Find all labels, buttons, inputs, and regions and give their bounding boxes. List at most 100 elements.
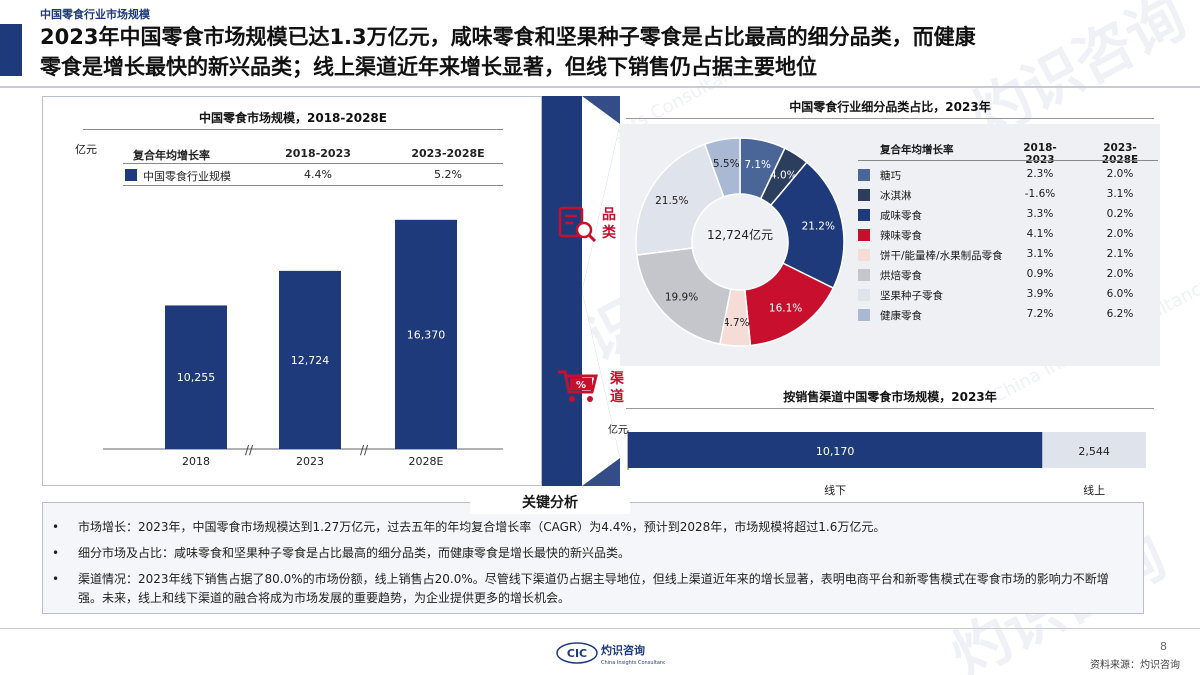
period-2-header: 2023-2028E <box>411 147 485 160</box>
footer-divider <box>0 628 1200 629</box>
bullet-dot: • <box>52 546 60 560</box>
svg-text:灼识咨询: 灼识咨询 <box>601 643 645 657</box>
category-row: 咸味零食 3.3% 0.2% <box>858 206 1158 225</box>
bullet-dot: • <box>52 520 60 534</box>
category-pie-chart: 7.1%4.0% 21.2% 16.1% 4.7% 19.9% 21.5% 5.5% <box>635 137 845 347</box>
category-cagr-1: 2.3% <box>1026 168 1054 180</box>
category-row: 糖巧 2.3% 2.0% <box>858 166 1158 185</box>
category-swatch <box>858 209 870 221</box>
online-value-label: 2,544 <box>1078 445 1110 458</box>
category-cagr-2: 6.0% <box>1106 288 1134 300</box>
bar-value-label: 10,255 <box>177 371 216 384</box>
axis-break-mark: // <box>245 443 254 457</box>
offline-value-label: 10,170 <box>816 445 855 458</box>
market-size-panel: 中国零食市场规模，2018-2028E 亿元 复合年均增长率 2018-2023… <box>42 96 542 486</box>
category-cagr-2: 2.1% <box>1106 248 1134 260</box>
title-underline <box>626 408 1154 409</box>
axis-break-mark: // <box>360 443 369 457</box>
bar-value-label: 16,370 <box>407 328 446 341</box>
category-cagr-2: 2.0% <box>1106 228 1134 240</box>
category-swatch <box>858 189 870 201</box>
category-table-header: 复合年均增长率 2018-2023 2023-2028E <box>858 140 1158 166</box>
headline-line-1: 2023年中国零食市场规模已达1.3万亿元，咸味零食和坚果种子零食是占比最高的细… <box>40 25 976 49</box>
cagr-value-2: 5.2% <box>434 168 462 181</box>
pie-chart-title: 中国零食行业细分品类占比，2023年 <box>789 100 991 114</box>
pie-slice-label: 4.7% <box>723 317 750 329</box>
bullet-text: 细分市场及占比：咸味零食和坚果种子零食是占比最高的细分品类，而健康零食是增长最快… <box>78 546 631 560</box>
page-title: 2023年中国零食市场规模已达1.3万亿元，咸味零食和坚果种子零食是占比最高的细… <box>40 22 1180 82</box>
divider <box>0 86 1200 88</box>
pie-slice-label: 5.5% <box>713 158 740 170</box>
pie-slice <box>635 143 725 256</box>
pie-slice-label: 4.0% <box>770 170 797 182</box>
category-cagr-2: 0.2% <box>1106 208 1134 220</box>
category-row: 辣味零食 4.1% 2.0% <box>858 226 1158 245</box>
category-name: 糖巧 <box>880 170 901 182</box>
category-row: 烘焙零食 0.9% 2.0% <box>858 266 1158 285</box>
category-swatch <box>858 169 870 181</box>
pie-slice-label: 21.2% <box>802 221 835 233</box>
category-name: 饼干/能量棒/水果制品零食 <box>880 250 1003 262</box>
bullet-dot: • <box>52 572 60 586</box>
category-cagr-2: 2.0% <box>1106 268 1134 280</box>
cagr-header: 复合年均增长率 <box>133 149 210 162</box>
svg-text:China Insights Consultancy: China Insights Consultancy <box>601 660 665 666</box>
table-header-cagr: 复合年均增长率 <box>880 144 954 156</box>
pie-slice <box>635 247 732 345</box>
pie-slice-label: 21.5% <box>655 195 688 207</box>
category-cagr-2: 2.0% <box>1106 168 1134 180</box>
table-header-period-2: 2023-2028E <box>1101 142 1139 166</box>
category-name: 健康零食 <box>880 310 922 322</box>
category-row: 冰淇淋 -1.6% 3.1% <box>858 186 1158 205</box>
table-header-period-1: 2018-2023 <box>1023 142 1057 166</box>
category-cagr-2: 6.2% <box>1106 308 1134 320</box>
pie-slice <box>703 137 741 198</box>
pie-slice-label: 7.1% <box>744 159 771 171</box>
source-note: 资料来源：灼识咨询 <box>1090 660 1180 671</box>
analysis-bullet: • 细分市场及占比：咸味零食和坚果种子零食是占比最高的细分品类，而健康零食是增长… <box>52 544 1132 563</box>
x-tick-label: 2023 <box>296 455 324 468</box>
category-side-label: 品类 <box>602 207 616 241</box>
category-cagr-1: -1.6% <box>1024 188 1056 200</box>
category-swatch <box>858 309 870 321</box>
category-swatch <box>858 269 870 281</box>
category-cagr-1: 3.3% <box>1026 208 1054 220</box>
category-cagr-1: 7.2% <box>1026 308 1054 320</box>
cagr-value-1: 4.4% <box>304 168 332 181</box>
category-cagr-1: 3.1% <box>1026 248 1054 260</box>
offline-category-label: 线下 <box>824 483 846 497</box>
offline-bar <box>628 432 1043 468</box>
channel-side-label: 渠道 <box>610 371 624 405</box>
table-rule <box>123 163 503 164</box>
legend-swatch <box>125 169 137 181</box>
category-cagr-1: 0.9% <box>1026 268 1054 280</box>
category-name: 辣味零食 <box>880 230 922 242</box>
svg-text:%: % <box>576 380 586 391</box>
table-rule <box>123 185 503 186</box>
market-unit-label: 亿元 <box>75 143 97 156</box>
period-1-header: 2018-2023 <box>285 147 351 160</box>
market-bar-chart: // // 10,255 2018 12,724 2023 16,370 2028E <box>103 219 503 468</box>
category-name: 冰淇淋 <box>880 190 912 202</box>
market-chart-title: 中国零食市场规模，2018-2028E <box>199 111 387 125</box>
cic-logo: CIC 灼识咨询 China Insights Consultancy <box>556 642 665 666</box>
channel-bar-chart: 10,170 2,544 线下 线上 <box>627 430 1146 497</box>
pie-slice-label: 16.1% <box>769 303 802 315</box>
category-cagr-1: 3.9% <box>1026 288 1054 300</box>
key-analysis-title: 关键分析 <box>470 492 630 514</box>
channel-chart-title: 按销售渠道中国零食市场规模，2023年 <box>783 390 997 404</box>
x-tick-label: 2028E <box>409 455 444 468</box>
bar-value-label: 12,724 <box>291 354 330 367</box>
category-swatch <box>858 229 870 241</box>
online-category-label: 线上 <box>1083 483 1105 497</box>
key-analysis-box <box>42 502 1144 614</box>
online-bar <box>1042 432 1146 468</box>
bullet-text: 渠道情况：2023年线下销售占据了80.0%的市场份额，线上销售占20.0%。尽… <box>78 572 1109 605</box>
legend-label: 中国零食行业规模 <box>143 170 231 183</box>
headline-line-2: 零食是增长最快的新兴品类；线上渠道近年来增长显著，但线下销售仍占据主要地位 <box>40 55 817 79</box>
category-row: 饼干/能量棒/水果制品零食 3.1% 2.1% <box>858 246 1158 265</box>
market-bar <box>165 305 227 449</box>
category-name: 烘焙零食 <box>880 270 922 282</box>
analysis-bullet: • 渠道情况：2023年线下销售占据了80.0%的市场份额，线上销售占20.0%… <box>52 570 1132 608</box>
pie-center-label: 12,724亿元 <box>707 228 773 242</box>
